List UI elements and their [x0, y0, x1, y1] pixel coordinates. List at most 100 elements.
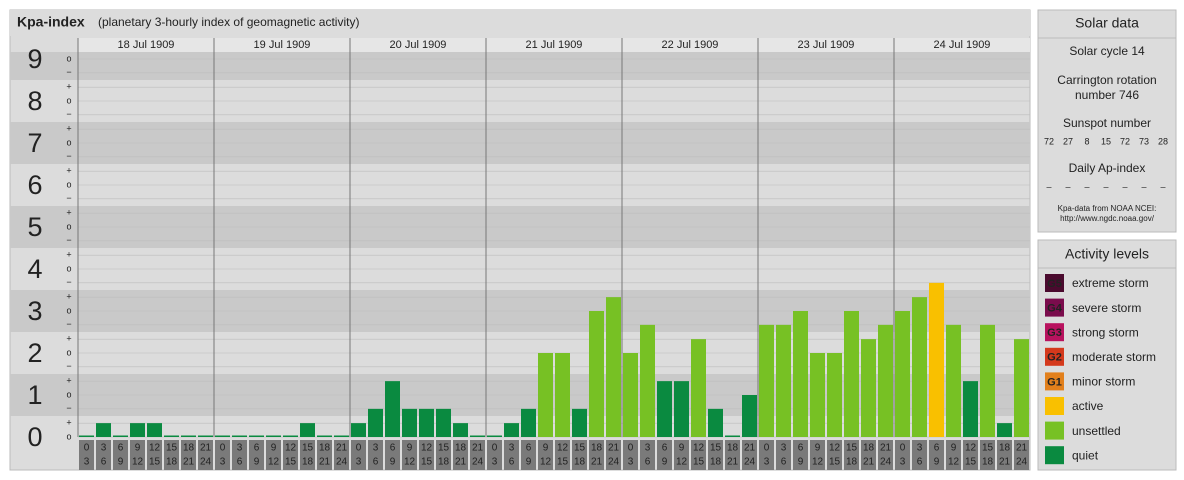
hour-end: 3	[492, 457, 498, 468]
hour-end: 12	[948, 457, 960, 468]
hour-box	[895, 440, 910, 470]
hour-box	[708, 440, 723, 470]
hour-start: 21	[608, 443, 620, 454]
minor-tick-label: +	[66, 334, 71, 344]
bar	[623, 353, 638, 437]
ap-value: –	[1160, 181, 1165, 191]
hour-box	[130, 440, 145, 470]
legend-code: G3	[1047, 327, 1062, 339]
legend-code: G4	[1047, 303, 1063, 315]
hour-box	[453, 440, 468, 470]
hour-start: 0	[492, 443, 498, 454]
hour-box	[215, 440, 230, 470]
legend-label: quiet	[1072, 448, 1099, 462]
hour-end: 3	[356, 457, 362, 468]
hour-start: 0	[764, 443, 770, 454]
bar	[725, 435, 740, 437]
hour-end: 21	[183, 457, 195, 468]
bar	[130, 423, 145, 437]
legend-swatch	[1045, 347, 1064, 366]
bar	[96, 423, 111, 437]
legend-code: G2	[1047, 352, 1062, 364]
hour-box	[300, 440, 315, 470]
hour-start: 0	[220, 443, 226, 454]
hour-end: 21	[727, 457, 739, 468]
hour-end: 24	[744, 457, 756, 468]
y-tick-label: 3	[27, 296, 42, 326]
hour-end: 21	[863, 457, 875, 468]
hour-start: 6	[390, 443, 396, 454]
carrington: number 746	[1075, 88, 1139, 102]
hour-end: 24	[1016, 457, 1028, 468]
legend-swatch	[1045, 274, 1064, 292]
bar	[708, 408, 723, 437]
ap-value: –	[1084, 181, 1089, 191]
minor-tick-label: +	[66, 124, 71, 134]
hour-end: 6	[237, 457, 243, 468]
source: Kpa-data from NOAA NCEI:	[1058, 204, 1157, 213]
hour-end: 15	[285, 457, 297, 468]
date-row	[78, 38, 1030, 52]
hour-end: 18	[438, 457, 450, 468]
hour-start: 0	[900, 443, 906, 454]
minor-tick-label: o	[66, 179, 71, 189]
hour-end: 12	[404, 457, 416, 468]
hour-box	[861, 440, 876, 470]
sunspot-value: 72	[1044, 136, 1054, 146]
minor-tick-label: −	[66, 403, 71, 413]
x-tick-label: 21 Jul 1909	[526, 39, 583, 51]
hour-start: 15	[846, 443, 858, 454]
bar	[300, 423, 315, 437]
minor-tick-label: −	[66, 67, 71, 77]
hour-start: 3	[645, 443, 651, 454]
hour-start: 6	[798, 443, 804, 454]
hour-start: 6	[934, 443, 940, 454]
hour-box	[963, 440, 978, 470]
hour-box	[691, 440, 706, 470]
legend-code: G1	[1047, 376, 1062, 388]
legend-label: strong storm	[1072, 325, 1139, 339]
legend-label: unsettled	[1072, 424, 1121, 438]
hour-box	[419, 440, 434, 470]
bar	[79, 435, 94, 437]
bar	[776, 324, 791, 437]
hour-start: 6	[254, 443, 260, 454]
hour-box	[555, 440, 570, 470]
hour-end: 6	[645, 457, 651, 468]
hour-box	[997, 440, 1012, 470]
hour-box	[266, 440, 281, 470]
hour-start: 0	[356, 443, 362, 454]
bar	[419, 408, 434, 437]
y-tick-label: 9	[27, 44, 42, 74]
bar	[334, 435, 349, 437]
bar	[980, 324, 995, 437]
hour-box	[79, 440, 94, 470]
sunspot-value: 73	[1139, 136, 1149, 146]
bar	[759, 324, 774, 437]
y-tick-label: 8	[27, 86, 42, 116]
hour-end: 15	[149, 457, 161, 468]
hour-end: 9	[934, 457, 940, 468]
hour-end: 9	[118, 457, 124, 468]
bar	[555, 353, 570, 437]
bar	[963, 381, 978, 437]
hour-start: 18	[999, 443, 1011, 454]
hour-box	[283, 440, 298, 470]
minor-tick-label: +	[66, 250, 71, 260]
hour-start: 9	[407, 443, 413, 454]
hour-box	[249, 440, 264, 470]
bar	[946, 324, 961, 437]
hour-end: 9	[390, 457, 396, 468]
hour-end: 15	[421, 457, 433, 468]
hour-start: 21	[880, 443, 892, 454]
hour-end: 3	[764, 457, 770, 468]
minor-tick-label: o	[66, 221, 71, 231]
minor-tick-label: +	[66, 82, 71, 92]
minor-tick-label: +	[66, 292, 71, 302]
hour-box	[912, 440, 927, 470]
minor-tick-label: o	[66, 95, 71, 105]
hour-box	[164, 440, 179, 470]
hour-end: 6	[101, 457, 107, 468]
sunspot-value: 72	[1120, 136, 1130, 146]
